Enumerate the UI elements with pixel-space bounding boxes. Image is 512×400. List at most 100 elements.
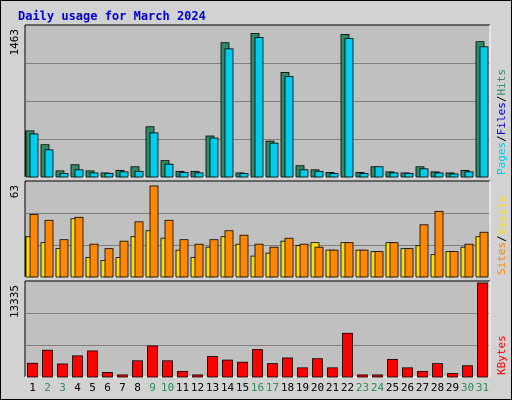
bar-files-day-24: [374, 166, 384, 178]
x-tick-label-day-27: 27: [416, 381, 429, 394]
x-tick-label-day-18: 18: [281, 381, 294, 394]
bar-files-day-25: [389, 172, 399, 178]
legend-entry-visits: Visits: [495, 196, 508, 236]
bar-kbytes-day-25: [387, 358, 398, 378]
x-tick-label-day-23: 23: [356, 381, 369, 394]
bar-files-day-15: [239, 173, 249, 178]
bar-visits-day-29: [449, 251, 459, 278]
bar-files-day-11: [179, 171, 189, 178]
x-tick-label-day-6: 6: [104, 381, 111, 394]
bar-kbytes-day-3: [57, 363, 68, 378]
bar-kbytes-day-7: [117, 374, 128, 378]
bar-kbytes-day-10: [162, 360, 173, 378]
x-tick-label-day-2: 2: [44, 381, 51, 394]
bar-visits-day-16: [254, 243, 264, 278]
x-tick-label-day-7: 7: [119, 381, 126, 394]
bar-files-day-7: [119, 171, 129, 178]
bar-files-day-27: [419, 168, 429, 178]
legend-entry-kbytes: KBytes: [495, 335, 508, 375]
legend-visits-sites: Sites/Visits: [495, 196, 508, 276]
x-tick-label-day-12: 12: [191, 381, 204, 394]
legend-entry-hits: Hits: [495, 69, 508, 96]
bar-files-day-22: [344, 38, 354, 178]
bar-kbytes-day-5: [87, 350, 98, 378]
bar-kbytes-day-19: [297, 367, 308, 378]
bar-kbytes-day-15: [237, 361, 248, 378]
x-tick-label-day-26: 26: [401, 381, 414, 394]
bar-visits-day-31: [479, 231, 489, 278]
x-tick-label-day-21: 21: [326, 381, 339, 394]
x-tick-label-day-20: 20: [311, 381, 324, 394]
bar-files-day-31: [479, 46, 489, 178]
bar-files-day-19: [299, 169, 309, 178]
bar-visits-day-18: [284, 237, 294, 278]
x-tick-label-day-14: 14: [221, 381, 235, 394]
bar-files-day-2: [44, 149, 54, 178]
x-tick-label-day-13: 13: [206, 381, 219, 394]
bar-files-day-23: [359, 173, 369, 178]
chart-title: Daily usage for March 2024: [18, 9, 206, 23]
legend-separator: /: [495, 96, 508, 103]
x-tick-label-day-30: 30: [461, 381, 474, 394]
x-tick-label-day-5: 5: [89, 381, 96, 394]
bar-kbytes-day-12: [192, 374, 203, 378]
bar-visits-day-14: [224, 230, 234, 278]
bar-files-day-21: [329, 173, 339, 178]
bar-kbytes-day-8: [132, 360, 143, 378]
bar-files-day-20: [314, 170, 324, 178]
bar-visits-day-2: [44, 219, 54, 278]
legend-entry-files: Files: [495, 102, 508, 135]
bar-kbytes-day-1: [27, 362, 38, 378]
bar-kbytes-day-22: [342, 332, 353, 378]
bar-visits-day-13: [209, 239, 219, 278]
bar-files-day-1: [29, 133, 39, 178]
bar-kbytes-day-21: [327, 367, 338, 378]
bar-visits-day-7: [119, 240, 129, 278]
y-max-label: 13335: [8, 285, 21, 318]
bar-kbytes-day-20: [312, 358, 323, 378]
bar-visits-day-3: [59, 239, 69, 278]
bar-kbytes-day-14: [222, 359, 233, 378]
x-tick-label-day-19: 19: [296, 381, 309, 394]
bar-kbytes-day-30: [462, 365, 473, 378]
bar-visits-day-20: [314, 246, 324, 278]
legend-separator: /: [495, 235, 508, 242]
x-tick-label-day-17: 17: [266, 381, 279, 394]
bar-kbytes-day-28: [432, 363, 443, 378]
bar-visits-day-24: [374, 251, 384, 278]
chart-panels: 1463Pages/Files/Hits63Sites/Visits13335K…: [8, 24, 508, 378]
bar-files-day-16: [254, 37, 264, 178]
bar-files-day-12: [194, 172, 204, 178]
bar-kbytes-day-18: [282, 357, 293, 378]
bar-files-day-18: [284, 76, 294, 178]
bar-visits-day-26: [404, 248, 414, 278]
bar-visits-day-8: [134, 221, 144, 278]
bar-files-day-28: [434, 172, 444, 178]
x-tick-label-day-22: 22: [341, 381, 354, 394]
bar-kbytes-day-11: [177, 370, 188, 378]
panel-visits-sites: 63 Sites/Visits: [8, 180, 508, 278]
x-tick-label-day-24: 24: [371, 381, 385, 394]
bar-files-day-14: [224, 48, 234, 178]
x-tick-label-day-16: 16: [251, 381, 264, 394]
bar-kbytes-day-29: [447, 373, 458, 378]
bar-visits-day-22: [344, 242, 354, 278]
bar-visits-day-21: [329, 249, 339, 278]
bar-kbytes-day-31: [477, 282, 488, 378]
bar-visits-day-23: [359, 249, 369, 278]
legend-hits-files-pages: Pages/Files/Hits: [495, 69, 508, 175]
bar-visits-day-25: [389, 242, 399, 278]
x-tick-label-day-1: 1: [29, 381, 36, 394]
bar-kbytes-day-24: [372, 374, 383, 378]
x-axis-tick-labels: 1 2 3 4 5 6 7 8 9 10 11 12 13 14 15 16 17 18 19 20 21 22 23 24 2…: [29, 381, 489, 394]
x-tick-label-day-8: 8: [134, 381, 141, 394]
panel-kbytes: 13335 KBytes: [8, 280, 508, 378]
bar-files-day-4: [74, 169, 84, 178]
x-tick-label-day-11: 11: [176, 381, 189, 394]
bar-visits-day-27: [419, 224, 429, 278]
bar-files-day-29: [449, 173, 459, 178]
bar-files-day-3: [59, 173, 69, 178]
bar-kbytes-day-6: [102, 372, 113, 378]
bar-visits-day-1: [29, 213, 39, 278]
